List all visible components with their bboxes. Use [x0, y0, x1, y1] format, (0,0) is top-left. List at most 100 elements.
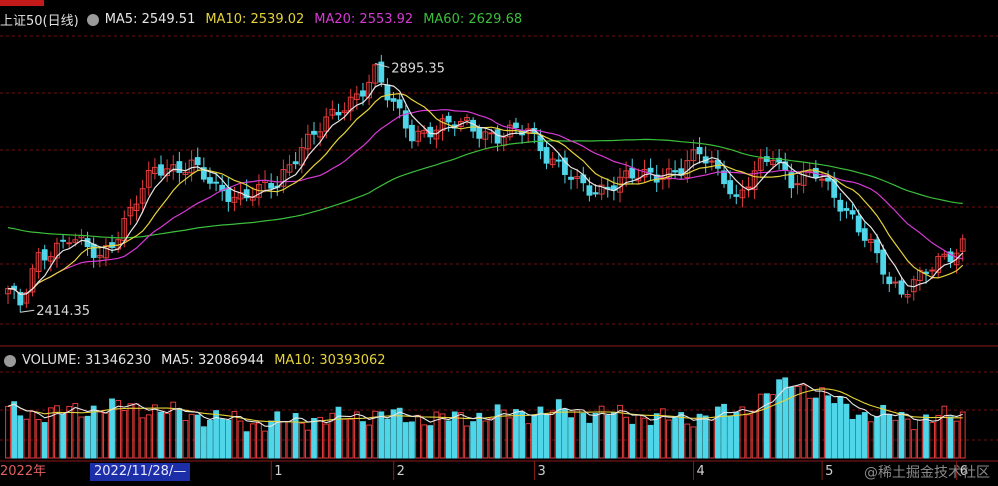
volume-bar [861, 412, 868, 459]
candle-body [200, 167, 207, 180]
candle-body [433, 129, 440, 140]
volume-bar [231, 411, 238, 459]
volume-bar [170, 401, 177, 459]
candle-body [286, 164, 293, 173]
volume-bar [360, 421, 366, 459]
volume-bar [855, 414, 862, 459]
volume-bar [396, 407, 403, 459]
volume-bar [103, 412, 109, 459]
candle-body [555, 159, 562, 162]
candle-body [347, 96, 354, 112]
volume-bar [831, 403, 838, 459]
volume-bar [763, 393, 770, 459]
candle-body [861, 228, 868, 241]
volume-bar [659, 408, 666, 459]
volume-value: VOLUME: 31346230 [22, 352, 152, 368]
candle-body [880, 249, 887, 275]
volume-bar [941, 405, 948, 459]
candle-body [623, 170, 630, 179]
candle-body [953, 252, 960, 266]
candle-body [188, 159, 195, 174]
candle-body [819, 178, 825, 181]
annotation-pointer [375, 62, 390, 68]
candle-body [90, 243, 97, 258]
volume-bar [219, 418, 226, 459]
cursor-date-box: 2022/11/28/— [90, 463, 191, 481]
volume-bar [96, 411, 103, 459]
volume-bar [641, 417, 648, 459]
candle-body [231, 196, 238, 203]
candle-body [482, 131, 489, 140]
volume-bar [672, 417, 678, 459]
ma5-value: MA5: 2549.51 [104, 11, 196, 27]
candle-body [182, 171, 189, 176]
gear-icon[interactable] [86, 14, 99, 26]
volume-bar [249, 423, 256, 459]
volume-bar [708, 419, 715, 459]
candle-body [170, 164, 177, 172]
candle-body [727, 180, 734, 195]
candle-body [794, 183, 801, 186]
gear-icon[interactable] [4, 355, 16, 367]
volume-bar [347, 418, 354, 459]
volume-bar [629, 423, 636, 459]
volume-bar [702, 415, 709, 459]
candle-body [543, 147, 550, 164]
volume-bar [66, 405, 73, 459]
volume-bar [678, 412, 685, 459]
candle-body [304, 133, 311, 150]
candle-body [329, 108, 336, 116]
candle-body [439, 118, 446, 131]
volume-bar [843, 403, 850, 459]
volume-bar [635, 414, 642, 459]
volume-bar [353, 411, 360, 459]
month-label: 5 [825, 464, 834, 479]
volume-bar [54, 405, 60, 459]
watermark: @稀土掘金技术社区 [864, 465, 990, 481]
volume-bar [598, 405, 605, 459]
candle-body [384, 84, 391, 101]
volume-bar [390, 409, 397, 459]
volume-bar [402, 422, 409, 459]
volume-bar [770, 394, 776, 459]
volume-bar [549, 410, 556, 459]
candle-body [874, 239, 880, 254]
volume-ma5-line [7, 382, 963, 427]
volume-bar [121, 410, 128, 459]
price-annotation: 2895.35 [391, 61, 445, 76]
candle-body [574, 176, 581, 179]
volume-bar [421, 424, 428, 459]
volume-bar [537, 406, 544, 459]
volume-bar [200, 426, 207, 459]
chart-title[interactable]: 上证50(日线) [0, 13, 79, 29]
volume-bar [109, 398, 115, 459]
volume-bar [213, 410, 219, 459]
ma20-value: MA20: 2553.92 [314, 11, 414, 27]
candle-body [427, 126, 434, 138]
candle-body [60, 239, 66, 242]
candle-body [66, 242, 73, 245]
volume-bar [366, 424, 372, 459]
volume-bar [41, 422, 48, 459]
volume-bar [329, 412, 336, 459]
volume-bar [610, 412, 617, 459]
volume-bar [819, 387, 825, 459]
volume-bar [543, 414, 550, 459]
candle-body [378, 61, 385, 83]
volume-bar [341, 418, 348, 459]
volume-bar [133, 403, 140, 459]
volume-bar [519, 411, 525, 459]
volume-bar [825, 395, 831, 459]
volume-bar [904, 418, 911, 459]
volume-bar [874, 416, 880, 459]
candle-body [298, 147, 305, 166]
candle-body [892, 281, 899, 284]
volume-bar [604, 415, 611, 459]
volume-bar [837, 396, 844, 459]
candle-body [849, 210, 856, 215]
volume-bar [733, 411, 740, 459]
volume-bar [806, 397, 813, 459]
volume-bar [127, 403, 134, 459]
candle-body [366, 81, 372, 99]
